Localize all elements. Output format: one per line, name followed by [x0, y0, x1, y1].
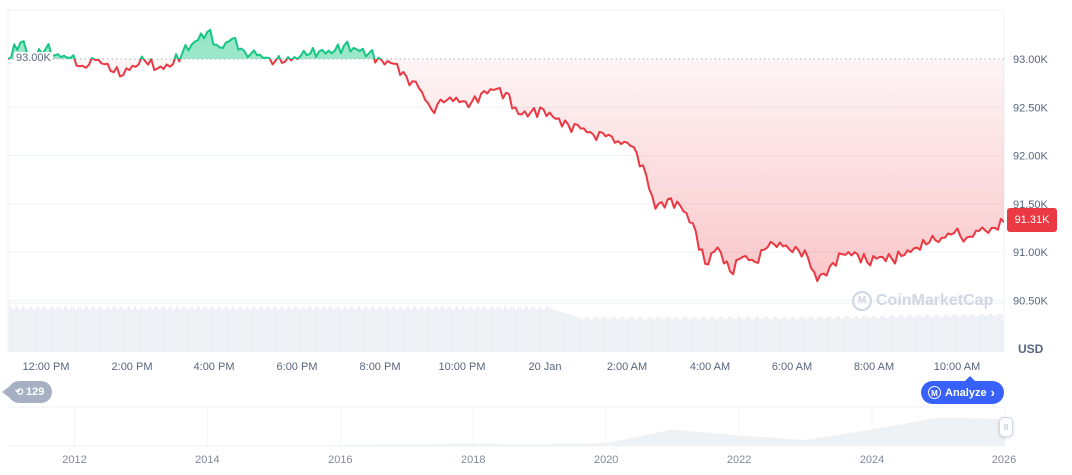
svg-text:2:00 PM: 2:00 PM	[112, 361, 153, 373]
svg-text:2022: 2022	[727, 454, 751, 466]
svg-text:92.50K: 92.50K	[1013, 102, 1049, 114]
svg-text:2020: 2020	[594, 454, 618, 466]
svg-text:4:00 PM: 4:00 PM	[194, 361, 235, 373]
svg-text:8:00 PM: 8:00 PM	[360, 361, 401, 373]
watermark: M CoinMarketCap	[852, 291, 993, 311]
svg-text:2012: 2012	[62, 454, 86, 466]
above-reference-area	[8, 29, 1004, 59]
svg-text:2026: 2026	[992, 454, 1016, 466]
price-line-below	[8, 59, 1004, 283]
grip-icon: II	[1003, 422, 1009, 432]
svg-text:2018: 2018	[461, 454, 485, 466]
svg-text:6:00 AM: 6:00 AM	[772, 361, 812, 373]
svg-text:10:00 AM: 10:00 AM	[934, 361, 980, 373]
reference-price-label: 93.00K	[14, 52, 53, 64]
svg-text:90.50K: 90.50K	[1013, 296, 1049, 308]
cmc-logo-icon: M	[928, 386, 941, 399]
svg-text:4:00 AM: 4:00 AM	[690, 361, 730, 373]
svg-text:12:00 PM: 12:00 PM	[22, 361, 69, 373]
analyze-label: Analyze	[945, 386, 987, 399]
y-axis: 93.00K 92.50K 92.00K 91.50K 91.00K 90.50K	[1013, 54, 1049, 308]
svg-text:2016: 2016	[328, 454, 352, 466]
cmc-logo-icon: M	[852, 291, 872, 311]
svg-text:91.50K: 91.50K	[1013, 199, 1049, 211]
analyze-button[interactable]: M Analyze ›	[921, 376, 1004, 404]
gridlines	[8, 106, 1004, 304]
navigator-drag-handle[interactable]: II	[999, 417, 1013, 437]
svg-text:2024: 2024	[860, 454, 884, 466]
currency-label: USD	[1018, 342, 1044, 356]
svg-text:2014: 2014	[195, 454, 219, 466]
navigator-x-axis: 2012 2014 2016 2018 2020 2022 2024 2026	[62, 454, 1016, 466]
below-reference-area	[8, 59, 1004, 282]
watermark-text: CoinMarketCap	[876, 292, 994, 309]
volume-bars	[9, 306, 1003, 352]
history-clock-icon: ⟲	[15, 386, 24, 398]
svg-text:2:00 AM: 2:00 AM	[607, 361, 647, 373]
navigator-area	[8, 417, 1005, 446]
svg-text:92.00K: 92.00K	[1013, 151, 1049, 163]
svg-text:91.00K: 91.00K	[1013, 247, 1049, 259]
chevron-right-icon: ›	[990, 385, 995, 400]
navigator[interactable]: 2012 2014 2016 2018 2020 2022 2024 2026	[8, 406, 1016, 466]
svg-text:20 Jan: 20 Jan	[528, 361, 561, 373]
svg-text:93.00K: 93.00K	[1013, 54, 1049, 66]
history-count: 129	[26, 386, 45, 398]
svg-text:8:00 AM: 8:00 AM	[854, 361, 894, 373]
current-price-badge: 91.31K	[1007, 208, 1057, 232]
x-axis: 12:00 PM 2:00 PM 4:00 PM 6:00 PM 8:00 PM 10:0…	[22, 361, 980, 373]
svg-text:6:00 PM: 6:00 PM	[277, 361, 318, 373]
svg-text:10:00 PM: 10:00 PM	[438, 361, 485, 373]
history-count-tag[interactable]: ⟲ 129	[1, 381, 53, 403]
